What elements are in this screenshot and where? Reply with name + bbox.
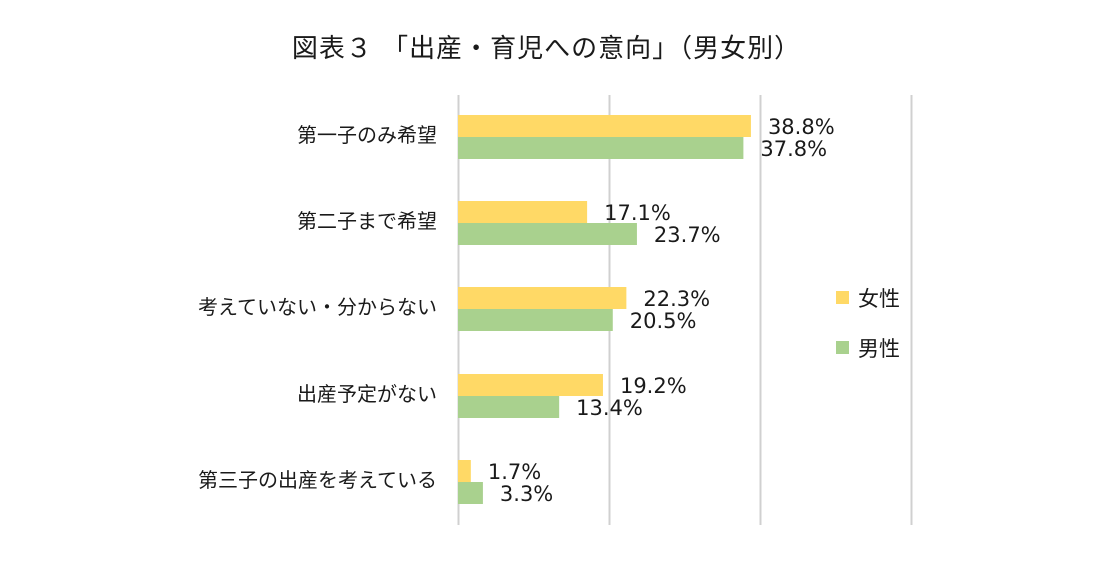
value-label-male-0: 37.8% [760, 137, 827, 161]
value-label-male-2: 20.5% [630, 309, 697, 333]
category-label-0: 第一子のみ希望 [297, 123, 437, 147]
bar-female-4 [458, 460, 471, 482]
bar-male-0 [458, 137, 744, 159]
category-label-3: 出産予定がない [297, 382, 437, 406]
chart-title: 図表３ 「出産・育児への意向」（男女別） [291, 34, 802, 64]
bar-female-0 [458, 115, 751, 137]
category-label-4: 第三子の出産を考えている [198, 468, 437, 492]
bar-male-1 [458, 223, 637, 245]
value-label-female-4: 1.7% [488, 460, 541, 484]
category-labels: 第一子のみ希望第二子まで希望考えていない・分からない出産予定がない第三子の出産を… [198, 123, 437, 492]
value-label-male-4: 3.3% [500, 482, 553, 506]
category-label-2: 考えていない・分からない [198, 295, 437, 319]
bars [458, 115, 751, 504]
value-label-female-0: 38.8% [768, 115, 835, 139]
legend-swatch-female [836, 291, 849, 304]
value-label-female-2: 22.3% [643, 287, 710, 311]
legend-label-male: 男性 [858, 337, 900, 361]
bar-female-1 [458, 201, 588, 223]
category-label-1: 第二子まで希望 [297, 209, 437, 233]
value-label-female-1: 17.1% [604, 201, 671, 225]
bar-female-3 [458, 374, 603, 396]
legend-label-female: 女性 [858, 287, 900, 311]
bar-male-2 [458, 309, 613, 331]
value-label-male-3: 13.4% [576, 396, 643, 420]
value-label-male-1: 23.7% [654, 223, 721, 247]
bar-male-4 [458, 482, 483, 504]
legend-swatch-male [836, 341, 849, 354]
bar-male-3 [458, 396, 560, 418]
bar-female-2 [458, 287, 627, 309]
value-labels: 38.8%37.8% 17.1%23.7% 22.3%20.5% 19.2%13.4%… [488, 115, 835, 506]
value-label-female-3: 19.2% [620, 374, 687, 398]
